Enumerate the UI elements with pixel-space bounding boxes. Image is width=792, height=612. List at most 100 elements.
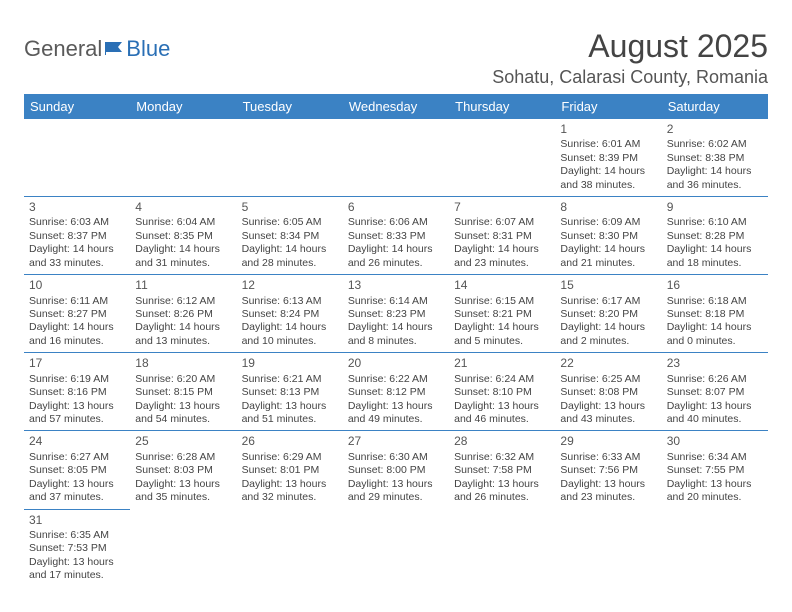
day-number: 23 xyxy=(667,356,763,371)
calendar-cell: 13Sunrise: 6:14 AMSunset: 8:23 PMDayligh… xyxy=(343,275,449,353)
sunset-line: Sunset: 8:07 PM xyxy=(667,386,763,399)
sunset-line: Sunset: 8:03 PM xyxy=(135,464,231,477)
sunrise-line: Sunrise: 6:02 AM xyxy=(667,138,763,151)
dow-header: Saturday xyxy=(662,94,768,119)
calendar-cell: 30Sunrise: 6:34 AMSunset: 7:55 PMDayligh… xyxy=(662,431,768,509)
day-number: 1 xyxy=(560,122,656,137)
sunset-line: Sunset: 8:23 PM xyxy=(348,308,444,321)
calendar-cell-empty xyxy=(24,119,130,197)
dow-header: Monday xyxy=(130,94,236,119)
sunrise-line: Sunrise: 6:26 AM xyxy=(667,373,763,386)
sunset-line: Sunset: 8:24 PM xyxy=(242,308,338,321)
calendar-cell: 20Sunrise: 6:22 AMSunset: 8:12 PMDayligh… xyxy=(343,353,449,431)
sunrise-line: Sunrise: 6:25 AM xyxy=(560,373,656,386)
sunset-line: Sunset: 8:21 PM xyxy=(454,308,550,321)
sunrise-line: Sunrise: 6:17 AM xyxy=(560,295,656,308)
calendar-body: 1Sunrise: 6:01 AMSunset: 8:39 PMDaylight… xyxy=(24,119,768,587)
calendar-row: 3Sunrise: 6:03 AMSunset: 8:37 PMDaylight… xyxy=(24,197,768,275)
calendar-cell-empty xyxy=(237,509,343,587)
calendar-cell: 8Sunrise: 6:09 AMSunset: 8:30 PMDaylight… xyxy=(555,197,661,275)
calendar-cell: 26Sunrise: 6:29 AMSunset: 8:01 PMDayligh… xyxy=(237,431,343,509)
sunrise-line: Sunrise: 6:09 AM xyxy=(560,216,656,229)
daylight-line: Daylight: 14 hours and 33 minutes. xyxy=(29,243,125,270)
sunset-line: Sunset: 8:38 PM xyxy=(667,152,763,165)
sunset-line: Sunset: 8:20 PM xyxy=(560,308,656,321)
calendar-cell: 18Sunrise: 6:20 AMSunset: 8:15 PMDayligh… xyxy=(130,353,236,431)
day-number: 8 xyxy=(560,200,656,215)
sunrise-line: Sunrise: 6:01 AM xyxy=(560,138,656,151)
calendar-cell: 1Sunrise: 6:01 AMSunset: 8:39 PMDaylight… xyxy=(555,119,661,197)
sunrise-line: Sunrise: 6:27 AM xyxy=(29,451,125,464)
sunset-line: Sunset: 8:12 PM xyxy=(348,386,444,399)
daylight-line: Daylight: 13 hours and 54 minutes. xyxy=(135,400,231,427)
sunset-line: Sunset: 8:00 PM xyxy=(348,464,444,477)
day-number: 19 xyxy=(242,356,338,371)
calendar-cell: 24Sunrise: 6:27 AMSunset: 8:05 PMDayligh… xyxy=(24,431,130,509)
day-number: 26 xyxy=(242,434,338,449)
day-number: 20 xyxy=(348,356,444,371)
logo-text-1: General xyxy=(24,36,102,62)
daylight-line: Daylight: 13 hours and 17 minutes. xyxy=(29,556,125,583)
daylight-line: Daylight: 13 hours and 40 minutes. xyxy=(667,400,763,427)
calendar-cell: 6Sunrise: 6:06 AMSunset: 8:33 PMDaylight… xyxy=(343,197,449,275)
daylight-line: Daylight: 14 hours and 10 minutes. xyxy=(242,321,338,348)
calendar-cell: 21Sunrise: 6:24 AMSunset: 8:10 PMDayligh… xyxy=(449,353,555,431)
calendar-cell: 2Sunrise: 6:02 AMSunset: 8:38 PMDaylight… xyxy=(662,119,768,197)
daylight-line: Daylight: 13 hours and 26 minutes. xyxy=(454,478,550,505)
sunset-line: Sunset: 8:30 PM xyxy=(560,230,656,243)
sunrise-line: Sunrise: 6:32 AM xyxy=(454,451,550,464)
dow-header: Thursday xyxy=(449,94,555,119)
day-number: 2 xyxy=(667,122,763,137)
calendar-cell-empty xyxy=(130,509,236,587)
sunrise-line: Sunrise: 6:20 AM xyxy=(135,373,231,386)
sunrise-line: Sunrise: 6:07 AM xyxy=(454,216,550,229)
daylight-line: Daylight: 14 hours and 23 minutes. xyxy=(454,243,550,270)
sunset-line: Sunset: 8:27 PM xyxy=(29,308,125,321)
calendar-cell: 11Sunrise: 6:12 AMSunset: 8:26 PMDayligh… xyxy=(130,275,236,353)
calendar-cell: 4Sunrise: 6:04 AMSunset: 8:35 PMDaylight… xyxy=(130,197,236,275)
calendar-cell: 22Sunrise: 6:25 AMSunset: 8:08 PMDayligh… xyxy=(555,353,661,431)
sunrise-line: Sunrise: 6:34 AM xyxy=(667,451,763,464)
calendar-row: 17Sunrise: 6:19 AMSunset: 8:16 PMDayligh… xyxy=(24,353,768,431)
calendar-cell-empty xyxy=(449,509,555,587)
day-number: 13 xyxy=(348,278,444,293)
sunset-line: Sunset: 8:18 PM xyxy=(667,308,763,321)
day-number: 12 xyxy=(242,278,338,293)
calendar-cell: 23 Sunrise: 6:26 AMSunset: 8:07 PMDayligh… xyxy=(662,353,768,431)
calendar-row: 24Sunrise: 6:27 AMSunset: 8:05 PMDayligh… xyxy=(24,431,768,509)
dow-header: Friday xyxy=(555,94,661,119)
daylight-line: Daylight: 13 hours and 23 minutes. xyxy=(560,478,656,505)
sunrise-line: Sunrise: 6:12 AM xyxy=(135,295,231,308)
calendar-cell: 27Sunrise: 6:30 AMSunset: 8:00 PMDayligh… xyxy=(343,431,449,509)
sunset-line: Sunset: 8:31 PM xyxy=(454,230,550,243)
calendar-cell-empty xyxy=(237,119,343,197)
calendar-cell-empty xyxy=(343,119,449,197)
sunset-line: Sunset: 8:35 PM xyxy=(135,230,231,243)
sunset-line: Sunset: 7:58 PM xyxy=(454,464,550,477)
daylight-line: Daylight: 13 hours and 46 minutes. xyxy=(454,400,550,427)
sunrise-line: Sunrise: 6:06 AM xyxy=(348,216,444,229)
sunset-line: Sunset: 8:28 PM xyxy=(667,230,763,243)
daylight-line: Daylight: 14 hours and 21 minutes. xyxy=(560,243,656,270)
day-number: 17 xyxy=(29,356,125,371)
day-number: 28 xyxy=(454,434,550,449)
day-number: 24 xyxy=(29,434,125,449)
dow-header: Tuesday xyxy=(237,94,343,119)
sunset-line: Sunset: 7:56 PM xyxy=(560,464,656,477)
sunset-line: Sunset: 8:37 PM xyxy=(29,230,125,243)
daylight-line: Daylight: 14 hours and 38 minutes. xyxy=(560,165,656,192)
sunset-line: Sunset: 7:53 PM xyxy=(29,542,125,555)
day-number: 3 xyxy=(29,200,125,215)
day-number: 7 xyxy=(454,200,550,215)
sunrise-line: Sunrise: 6:04 AM xyxy=(135,216,231,229)
sunrise-line: Sunrise: 6:35 AM xyxy=(29,529,125,542)
day-number: 4 xyxy=(135,200,231,215)
daylight-line: Daylight: 13 hours and 49 minutes. xyxy=(348,400,444,427)
calendar-row: 10Sunrise: 6:11 AMSunset: 8:27 PMDayligh… xyxy=(24,275,768,353)
daylight-line: Daylight: 14 hours and 5 minutes. xyxy=(454,321,550,348)
sunset-line: Sunset: 7:55 PM xyxy=(667,464,763,477)
sunrise-line: Sunrise: 6:13 AM xyxy=(242,295,338,308)
daylight-line: Daylight: 13 hours and 32 minutes. xyxy=(242,478,338,505)
title-block: August 2025 Sohatu, Calarasi County, Rom… xyxy=(492,28,768,88)
calendar-cell: 12 Sunrise: 6:13 AMSunset: 8:24 PMDayligh… xyxy=(237,275,343,353)
